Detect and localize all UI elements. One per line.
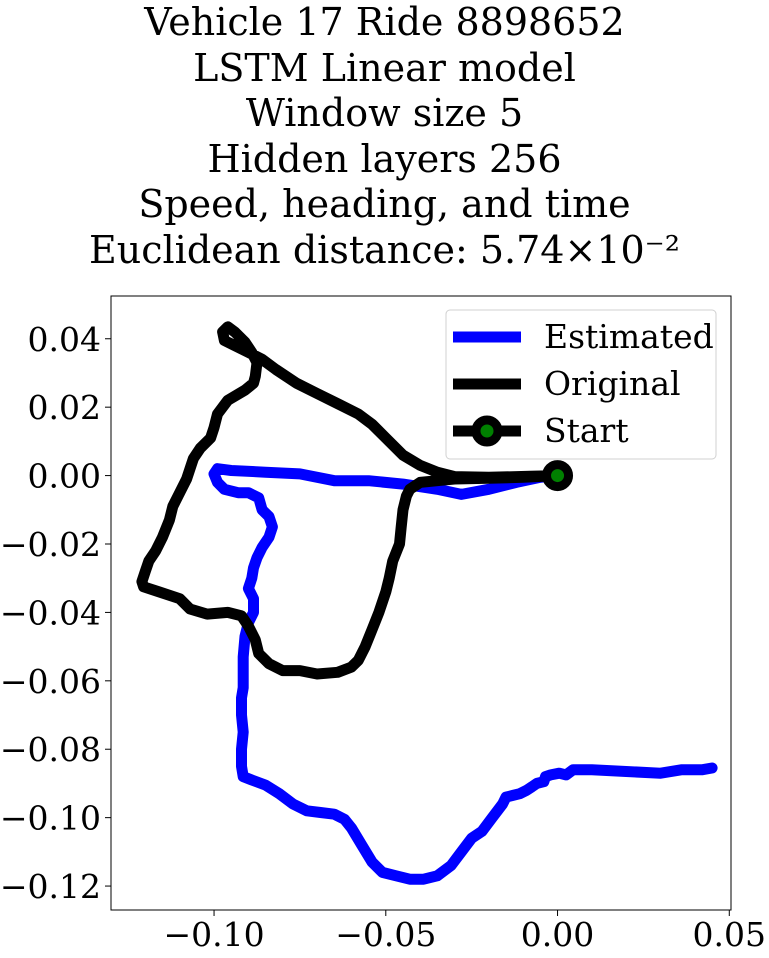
axes-frame [110,295,732,911]
legend-label-estimated: Estimated [544,317,714,356]
start-marker [542,460,574,492]
title-line-3: Window size 5 [245,91,524,135]
title-line-2: LSTM Linear model [193,45,576,90]
title-line-1: Vehicle 17 Ride 8898652 [144,0,625,44]
x-tick-label: 0.00 [521,915,594,954]
y-tick-label: −0.12 [0,867,101,906]
title-line-5: Speed, heading, and time [138,182,631,226]
legend-label-original: Original [544,364,681,403]
x-tick-label: −0.10 [163,915,264,954]
title-line-6: Euclidean distance: 5.74×10⁻² [89,227,680,272]
series-group [136,321,718,885]
title-line-4: Hidden layers 256 [207,136,562,181]
legend: Estimated Original Start [445,309,717,460]
y-tick-label: −0.02 [0,525,101,564]
y-tick-label: −0.10 [0,799,101,838]
series-line-estimated [208,463,718,885]
series-line-original [136,321,563,680]
x-tick-label: −0.05 [335,915,436,954]
y-tick-label: 0.00 [28,457,101,496]
x-tick-label: 0.05 [693,915,766,954]
y-tick-label: −0.04 [0,593,101,632]
y-tick-label: −0.06 [0,662,101,701]
legend-label-start: Start [544,411,629,450]
y-tick-label: 0.04 [28,320,101,359]
y-tick-label: −0.08 [0,730,101,769]
legend-start-marker [471,415,503,447]
chart-title: Vehicle 17 Ride 8898652 LSTM Linear mode… [0,0,769,273]
legend-box [445,309,717,460]
y-tick-label: 0.02 [28,388,101,427]
